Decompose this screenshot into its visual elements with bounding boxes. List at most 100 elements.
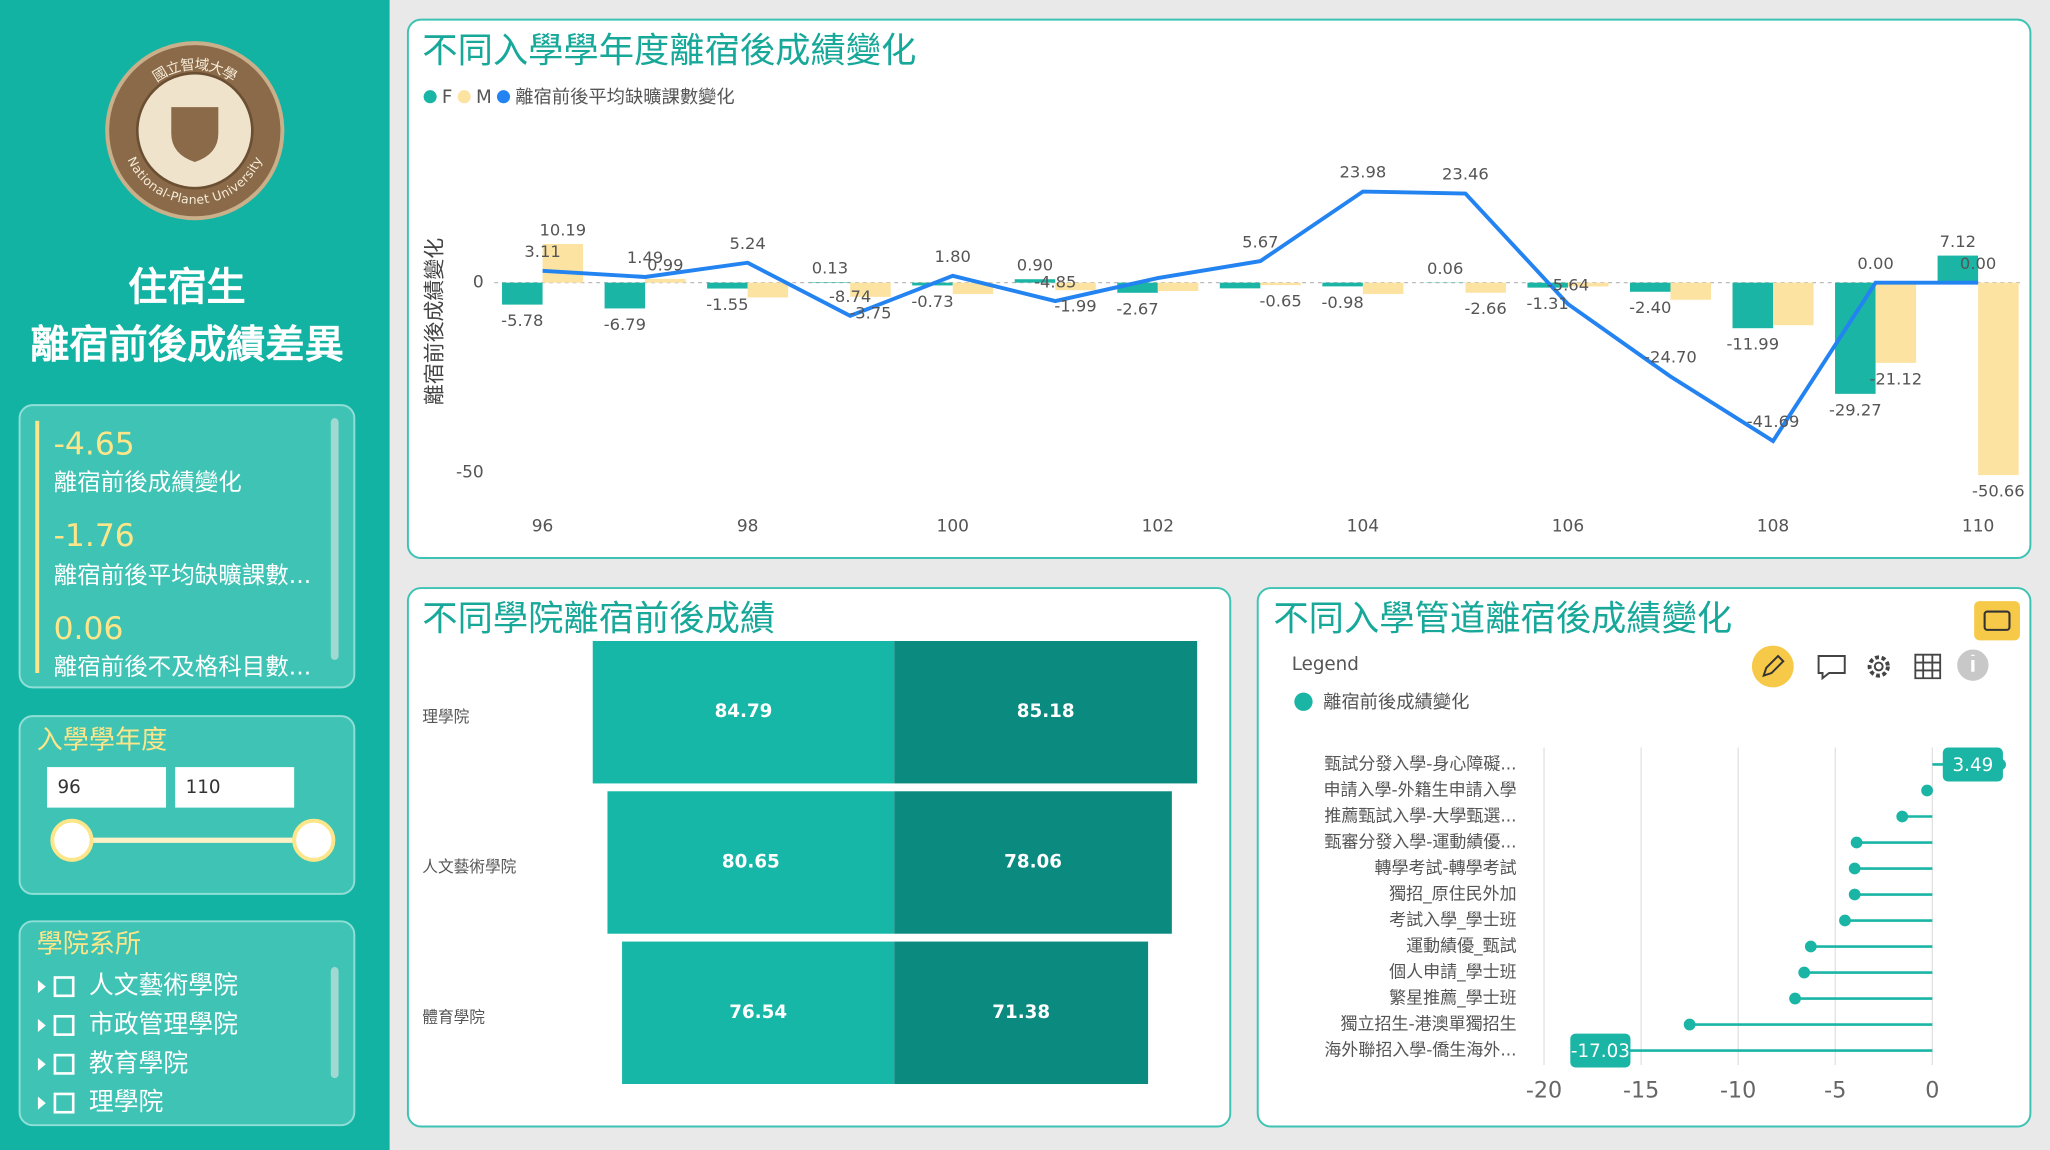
badge[interactable] [1974, 601, 2020, 641]
scrollbar [330, 418, 339, 660]
category-label: 推薦甄試入學-大學甄選... [1324, 807, 1516, 827]
x-tick-label: 108 [1757, 517, 1789, 537]
slicer-input[interactable] [175, 767, 295, 808]
edit-button[interactable] [1751, 645, 1794, 688]
legend-label: F [442, 87, 453, 108]
kpi-label: 離宿前後平均缺曠課數... [54, 561, 312, 589]
slicer-title: 入學學年度 [37, 725, 168, 755]
panel [406, 18, 2032, 559]
bar [1055, 282, 1096, 291]
checkbox[interactable] [53, 1053, 75, 1075]
logo-shield [171, 107, 219, 163]
bar [622, 941, 895, 1085]
dot [1848, 862, 1861, 875]
chart-title: 不同入學管道離宿後成績變化 [1273, 599, 1732, 640]
kpi-value: 0.06 [54, 611, 124, 647]
bar [1670, 282, 1712, 300]
data-label: -41.69 [1747, 412, 1800, 431]
checkbox[interactable] [53, 1015, 75, 1036]
data-label: -3.75 [849, 303, 891, 322]
bar [1219, 282, 1261, 289]
x-tick-label: -5 [1824, 1078, 1846, 1104]
slicer-input[interactable] [47, 767, 167, 808]
bar [1937, 255, 1979, 283]
bar [607, 791, 895, 934]
data-label: -50.66 [1972, 482, 2025, 501]
bar [1527, 282, 1568, 288]
bar [894, 791, 1172, 934]
category-label: 甄審分發入學-運動績優... [1324, 833, 1516, 853]
settings-button[interactable] [1867, 655, 1890, 678]
legend-label: 離宿前後平均缺曠課數變化 [515, 87, 734, 108]
category-label: 甄試分發入學-身心障礙... [1324, 754, 1516, 774]
slider-handle[interactable] [50, 818, 94, 862]
dot [1921, 784, 1933, 797]
college-item: 理學院 [89, 1087, 164, 1116]
data-label: 23.98 [1340, 163, 1387, 182]
kpi-card [18, 404, 356, 689]
dot [1839, 914, 1851, 927]
college-slicer [18, 920, 356, 1127]
kpi-label: 離宿前後不及格科目數... [54, 652, 312, 680]
data-label: 5.67 [1242, 232, 1278, 251]
kpi-value: -4.65 [54, 427, 135, 463]
checkbox[interactable] [53, 1092, 75, 1114]
sidebar-title: 住宿生 [128, 266, 246, 311]
x-tick-label: 96 [532, 517, 554, 537]
college-item: 教育學院 [89, 1048, 188, 1077]
dot [1789, 992, 1801, 1005]
data-label: 0.90 [1017, 256, 1053, 275]
bar [1629, 282, 1671, 292]
checkbox[interactable] [53, 976, 75, 998]
bar [747, 282, 789, 298]
sidebar-title: 離宿前後成績差異 [30, 323, 344, 368]
slicer-title: 學院系所 [37, 929, 142, 959]
kpi-accent [35, 420, 40, 674]
bar [1978, 282, 2019, 476]
data-label: -29.27 [1829, 400, 1882, 419]
legend-label: 離宿前後成績變化 [1323, 692, 1469, 713]
visual-toolbar [1751, 601, 2020, 688]
category-label: 考試入學_學士班 [1389, 911, 1516, 931]
expand-arrow [37, 1096, 46, 1110]
data-label: 23.46 [1442, 165, 1489, 184]
category-label: 轉學考試-轉學考試 [1375, 859, 1517, 879]
category-label: 體育學院 [422, 1008, 485, 1027]
x-tick-label: -20 [1526, 1078, 1562, 1104]
chart-title: 不同學院離宿前後成績 [422, 599, 775, 640]
data-label: -1.99 [1054, 297, 1096, 316]
legend-title: Legend [1292, 654, 1359, 675]
legend-marker [1294, 692, 1313, 711]
table-button[interactable] [1914, 653, 1942, 680]
category-label: 個人申請_學士班 [1389, 963, 1516, 983]
legend-label: M [476, 87, 492, 108]
dot [1848, 888, 1861, 901]
bar [645, 278, 686, 283]
slider-handle[interactable] [292, 818, 336, 862]
comment-button[interactable] [1817, 655, 1846, 681]
bar [1322, 282, 1363, 287]
panel [1256, 587, 2032, 1128]
expand-arrow [37, 1018, 46, 1032]
data-label: -11.99 [1726, 335, 1779, 354]
legend-marker [496, 90, 511, 104]
category-label: 獨招_原住民外加 [1389, 885, 1516, 905]
logo: 國立智域大學 National-Planet University [105, 41, 285, 221]
dot [1798, 966, 1811, 979]
data-label: 0.99 [647, 255, 683, 274]
data-label: 80.65 [722, 852, 780, 873]
slicer-from: 96 [58, 777, 81, 798]
label-box [1570, 1033, 1631, 1068]
bar [1014, 279, 1056, 283]
bar [1362, 282, 1404, 295]
data-label: -5.64 [1547, 275, 1589, 294]
bar [604, 282, 646, 309]
data-label: -2.66 [1465, 299, 1507, 318]
bar [1875, 282, 1917, 363]
x-tick-label: 98 [737, 517, 759, 537]
bar [1732, 282, 1774, 329]
x-tick-label: 110 [1962, 517, 1994, 537]
data-label: 76.54 [729, 1002, 787, 1023]
